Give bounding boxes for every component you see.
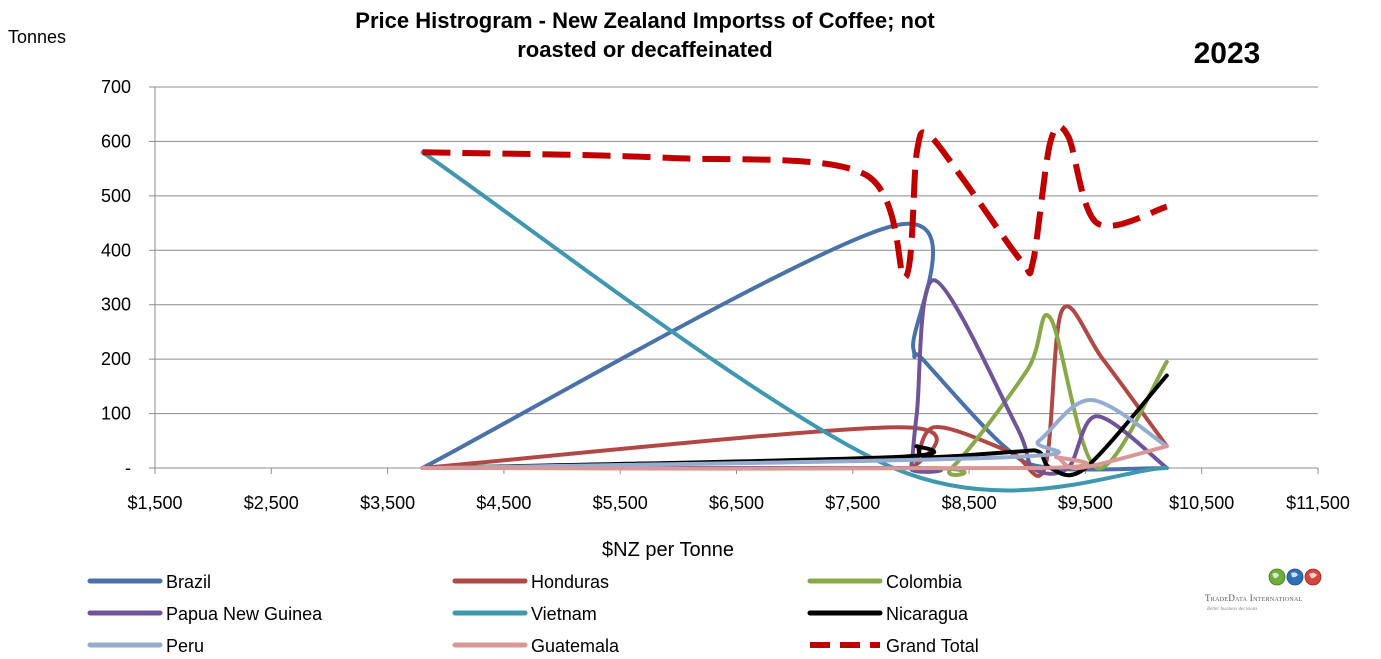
x-tick-label: $11,500 [1286, 493, 1350, 513]
chart-title-line-1: Price Histrogram - New Zealand Importss … [355, 8, 935, 33]
series-line-grand-total [422, 123, 1168, 281]
legend-label: Guatemala [531, 636, 620, 656]
y-tick-labels: - 100 200 300 400 500 600 700 [101, 77, 131, 478]
gridlines [149, 86, 1318, 469]
x-tick-label: $3,500 [360, 493, 415, 513]
logo-tagline: Better business decisions [1207, 607, 1257, 612]
x-axis-label: $NZ per Tonne [602, 539, 734, 561]
legend-label: Peru [166, 636, 204, 656]
x-tick-label: $4,500 [476, 493, 531, 513]
x-tick-label: $10,500 [1169, 493, 1234, 513]
x-tick-label: $1,500 [127, 493, 182, 513]
x-tick-label: $9,500 [1058, 493, 1113, 513]
legend-label: Grand Total [886, 636, 979, 656]
series-line-peru [420, 397, 1169, 470]
logo-title: TradeData International [1205, 593, 1303, 603]
chart-year-label: 2023 [1194, 37, 1261, 70]
y-tick-label: 400 [101, 240, 131, 260]
series-line-nicaragua [420, 373, 1169, 478]
legend-label: Honduras [531, 572, 609, 592]
y-tick-label: 600 [101, 131, 131, 151]
plot-series [420, 123, 1169, 493]
y-tick-label: 100 [101, 404, 131, 424]
legend-label: Brazil [166, 572, 211, 592]
x-tick-labels: $1,500 $2,500 $3,500 $4,500 $5,500 $6,500 $7,5… [127, 493, 1349, 513]
y-tick-label: 700 [101, 77, 131, 97]
y-tick-label: 200 [101, 349, 131, 369]
x-tick-label: $7,500 [825, 493, 880, 513]
tradedata-logo: TradeData International Better business … [1205, 568, 1322, 612]
globe-icons [1268, 568, 1322, 586]
series-line-guatemala [420, 444, 1169, 471]
legend-label: Vietnam [531, 604, 597, 624]
series-line-vietnam [420, 150, 1169, 493]
legend-label: Colombia [886, 572, 963, 592]
x-tick-label: $5,500 [593, 493, 648, 513]
y-tick-label: 500 [101, 186, 131, 206]
legend: Brazil Honduras Colombia Papua New Guinea Vi… [87, 572, 979, 656]
y-tick-label: - [125, 458, 131, 478]
x-tick-label: $2,500 [244, 493, 299, 513]
series-line-honduras [420, 304, 1169, 478]
y-axis-label: Tonnes [8, 27, 66, 47]
x-tick-label: $6,500 [709, 493, 764, 513]
x-tick-label: $8,500 [942, 493, 997, 513]
legend-label: Nicaragua [886, 604, 969, 624]
y-tick-label: 300 [101, 295, 131, 315]
chart-title-line-2: roasted or decaffeinated [517, 37, 773, 62]
legend-label: Papua New Guinea [166, 604, 323, 624]
